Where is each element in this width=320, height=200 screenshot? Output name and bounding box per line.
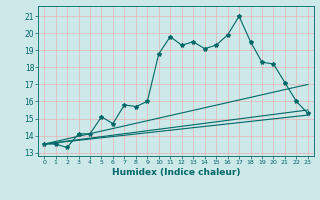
X-axis label: Humidex (Indice chaleur): Humidex (Indice chaleur) xyxy=(112,168,240,177)
